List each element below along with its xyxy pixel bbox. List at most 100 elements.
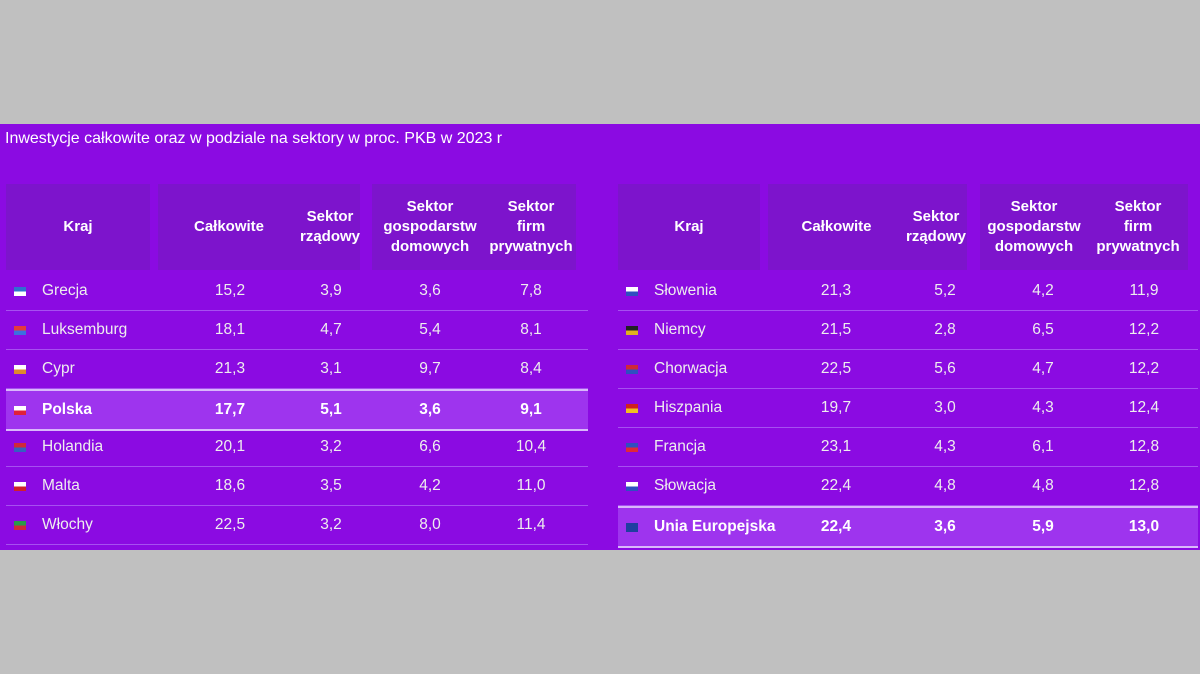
value-cell: 20,1 <box>214 438 246 455</box>
value-cell: 7,8 <box>520 282 542 299</box>
value-cell: 5,9 <box>1032 518 1054 535</box>
country-name: Polska <box>42 401 92 418</box>
value-cell: 8,1 <box>520 321 542 338</box>
country-name: Włochy <box>42 516 93 533</box>
value-cell: 22,4 <box>820 477 852 494</box>
table-row: Słowacja 22,4 4,8 4,8 12,8 <box>618 467 1198 506</box>
value-cell: 5,1 <box>320 401 342 418</box>
country-name: Luksemburg <box>42 321 128 338</box>
table-row: Cypr 21,3 3,1 9,7 8,4 <box>6 350 588 389</box>
value-cell: 12,8 <box>1128 477 1160 494</box>
table-row: Polska 17,7 5,1 3,6 9,1 <box>6 389 588 431</box>
value-cell: 3,6 <box>419 401 441 418</box>
value-cell: 5,6 <box>934 360 956 377</box>
table-row: Hiszpania 19,7 3,0 4,3 12,4 <box>618 389 1198 428</box>
flag-icon <box>14 443 26 452</box>
flag-icon <box>626 326 638 335</box>
value-cell: 19,7 <box>820 399 852 416</box>
value-cell: 6,6 <box>419 438 441 455</box>
header-cell: Całkowite <box>158 184 300 270</box>
value-cell: 8,0 <box>419 516 441 533</box>
table-row: Niemcy 21,5 2,8 6,5 12,2 <box>618 311 1198 350</box>
value-cell: 4,8 <box>934 477 956 494</box>
panel: Inwestycje całkowite oraz w podziale na … <box>0 124 1200 550</box>
country-name: Niemcy <box>654 321 706 338</box>
value-cell: 3,2 <box>320 516 342 533</box>
value-cell: 3,5 <box>320 477 342 494</box>
value-cell: 12,2 <box>1128 321 1160 338</box>
value-cell: 4,7 <box>1032 360 1054 377</box>
flag-icon <box>14 521 26 530</box>
country-name: Chorwacja <box>654 360 728 377</box>
value-cell: 4,8 <box>1032 477 1054 494</box>
header-cell: Kraj <box>618 184 760 270</box>
flag-icon <box>626 443 638 452</box>
flag-icon <box>626 365 638 374</box>
country-name: Grecja <box>42 282 88 299</box>
header-cell: Sektor rządowy <box>300 184 360 270</box>
value-cell: 6,1 <box>1032 438 1054 455</box>
flag-icon <box>626 404 638 413</box>
table-row: Francja 23,1 4,3 6,1 12,8 <box>618 428 1198 467</box>
value-cell: 18,6 <box>214 477 246 494</box>
header-cell: Kraj <box>6 184 150 270</box>
value-cell: 3,6 <box>419 282 441 299</box>
value-cell: 21,3 <box>214 360 246 377</box>
country-name: Holandia <box>42 438 104 455</box>
flag-icon <box>14 406 26 415</box>
flag-icon <box>14 482 26 491</box>
value-cell: 4,7 <box>320 321 342 338</box>
table-row: Słowenia 21,3 5,2 4,2 11,9 <box>618 272 1198 311</box>
country-name: Słowacja <box>654 477 717 494</box>
value-cell: 18,1 <box>214 321 246 338</box>
country-name: Unia Europejska <box>654 518 776 535</box>
title: Inwestycje całkowite oraz w podziale na … <box>5 130 503 147</box>
value-cell: 4,2 <box>419 477 441 494</box>
flag-icon <box>14 287 26 296</box>
header-cell: Sektor firm prywatnych <box>486 184 576 270</box>
value-cell: 3,1 <box>320 360 342 377</box>
table-row: Włochy 22,5 3,2 8,0 11,4 <box>6 506 588 545</box>
flag-icon <box>626 482 638 491</box>
country-name: Francja <box>654 438 706 455</box>
value-cell: 22,4 <box>820 518 852 535</box>
value-cell: 3,6 <box>934 518 956 535</box>
value-cell: 13,0 <box>1128 518 1160 535</box>
table-row: Chorwacja 22,5 5,6 4,7 12,2 <box>618 350 1198 389</box>
table-row: Luksemburg 18,1 4,7 5,4 8,1 <box>6 311 588 350</box>
table-row: Holandia 20,1 3,2 6,6 10,4 <box>6 428 588 467</box>
header-cell: Sektor firm prywatnych <box>1088 184 1188 270</box>
value-cell: 9,7 <box>419 360 441 377</box>
header-cell: Sektor gospodarstw domowych <box>372 184 488 270</box>
value-cell: 12,2 <box>1128 360 1160 377</box>
header-cell: Całkowite <box>768 184 905 270</box>
header-cell: Sektor rządowy <box>905 184 967 270</box>
value-cell: 4,3 <box>1032 399 1054 416</box>
value-cell: 11,4 <box>516 516 546 533</box>
country-name: Hiszpania <box>654 399 723 416</box>
flag-icon <box>14 365 26 374</box>
flag-icon <box>626 287 638 296</box>
value-cell: 6,5 <box>1032 321 1054 338</box>
value-cell: 4,3 <box>934 438 956 455</box>
value-cell: 22,5 <box>214 516 246 533</box>
flag-icon <box>626 523 638 532</box>
table-row: Grecja 15,2 3,9 3,6 7,8 <box>6 272 588 311</box>
value-cell: 17,7 <box>214 401 246 418</box>
flag-icon <box>14 326 26 335</box>
value-cell: 10,4 <box>515 438 547 455</box>
header-cell: Sektor gospodarstw domowych <box>980 184 1088 270</box>
value-cell: 21,5 <box>820 321 852 338</box>
table-row: Malta 18,6 3,5 4,2 11,0 <box>6 467 588 506</box>
value-cell: 9,1 <box>520 401 542 418</box>
value-cell: 5,2 <box>934 282 956 299</box>
value-cell: 3,0 <box>934 399 956 416</box>
value-cell: 22,5 <box>820 360 852 377</box>
value-cell: 2,8 <box>934 321 956 338</box>
country-name: Cypr <box>42 360 75 377</box>
value-cell: 3,9 <box>320 282 342 299</box>
value-cell: 23,1 <box>820 438 852 455</box>
value-cell: 15,2 <box>214 282 246 299</box>
value-cell: 21,3 <box>820 282 852 299</box>
